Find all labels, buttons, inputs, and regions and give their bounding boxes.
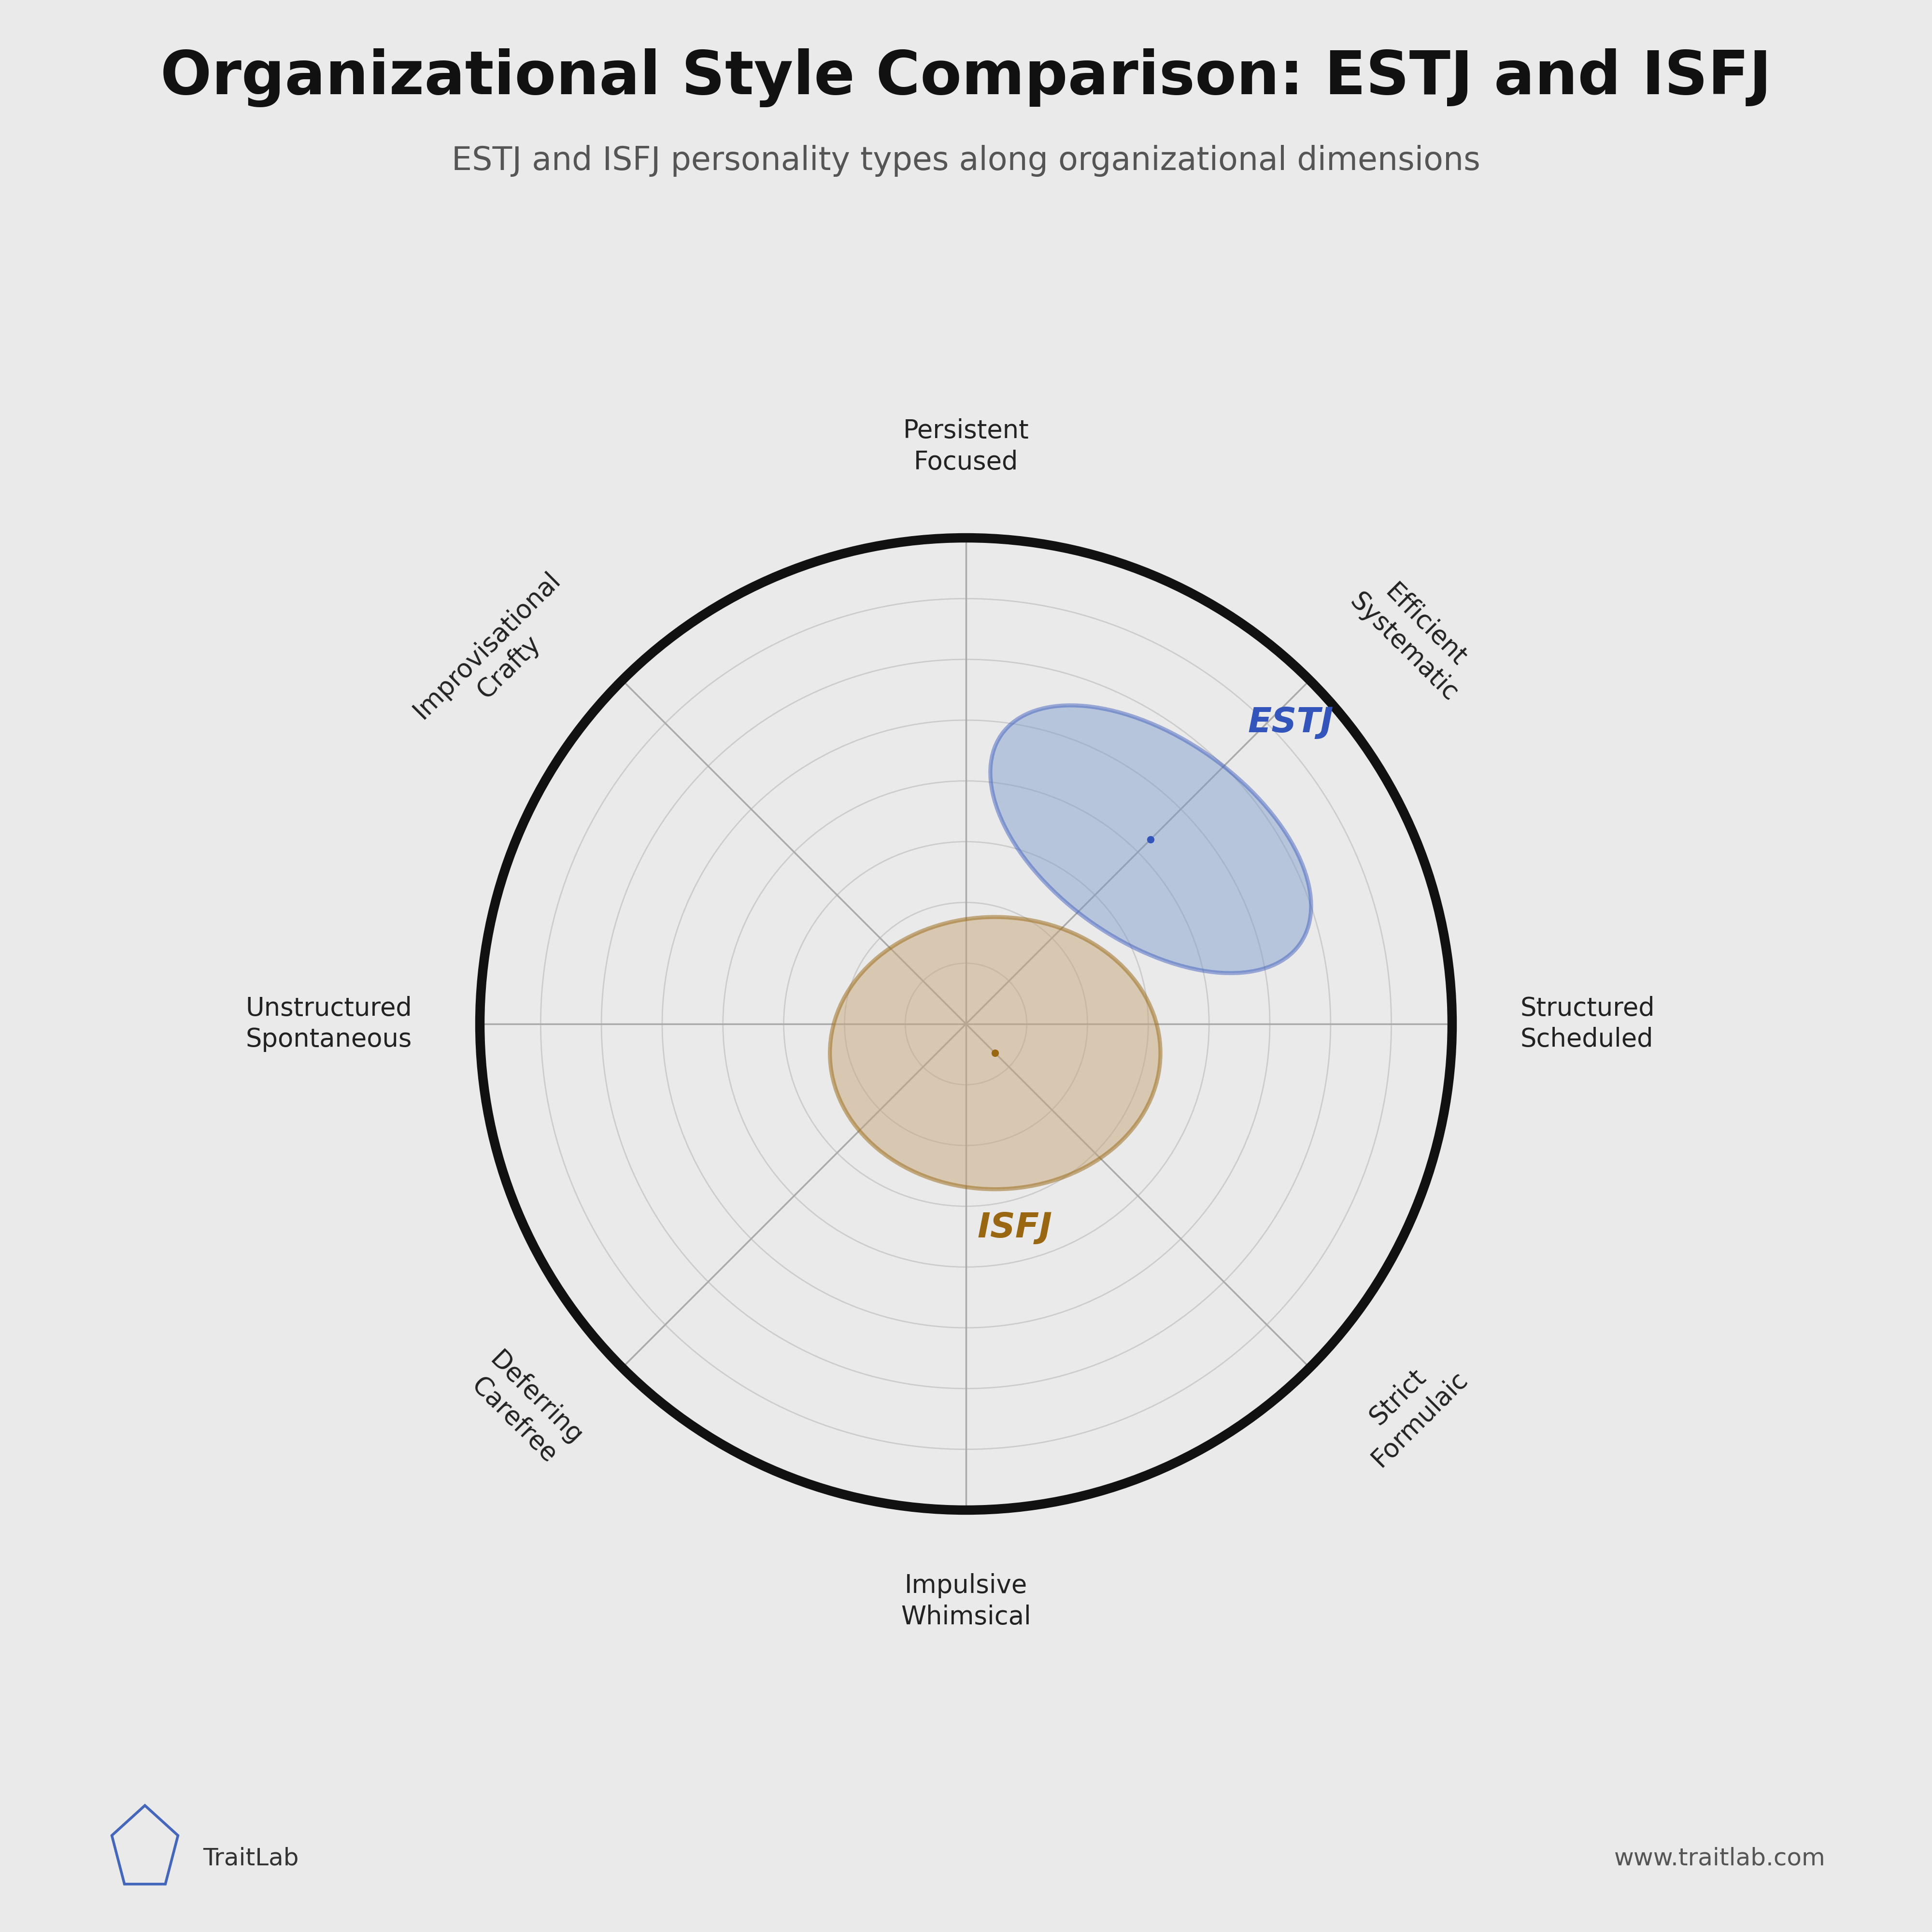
Ellipse shape — [831, 918, 1161, 1190]
Text: ESTJ: ESTJ — [1248, 705, 1333, 740]
Text: Unstructured
Spontaneous: Unstructured Spontaneous — [245, 995, 412, 1053]
Text: Improvisational
Crafty: Improvisational Crafty — [408, 566, 587, 746]
Text: Structured
Scheduled: Structured Scheduled — [1520, 995, 1654, 1053]
Text: ISFJ: ISFJ — [978, 1211, 1053, 1244]
Text: Impulsive
Whimsical: Impulsive Whimsical — [900, 1573, 1032, 1629]
Text: Persistent
Focused: Persistent Focused — [902, 419, 1030, 475]
Text: Deferring
Carefree: Deferring Carefree — [464, 1347, 587, 1472]
Text: TraitLab: TraitLab — [203, 1847, 299, 1870]
Text: ESTJ and ISFJ personality types along organizational dimensions: ESTJ and ISFJ personality types along or… — [452, 145, 1480, 178]
Text: Organizational Style Comparison: ESTJ and ISFJ: Organizational Style Comparison: ESTJ an… — [160, 48, 1772, 106]
Ellipse shape — [991, 705, 1312, 974]
Text: www.traitlab.com: www.traitlab.com — [1615, 1847, 1826, 1870]
Text: Efficient
Systematic: Efficient Systematic — [1345, 566, 1484, 707]
Text: Strict
Formulaic: Strict Formulaic — [1345, 1345, 1472, 1472]
